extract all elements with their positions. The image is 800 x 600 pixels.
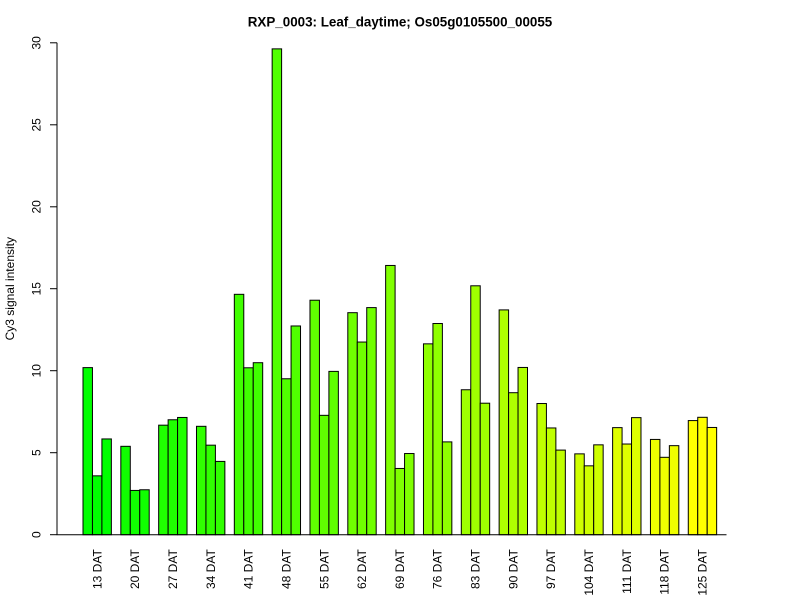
svg-text:104 DAT: 104 DAT <box>582 549 596 596</box>
svg-text:125 DAT: 125 DAT <box>696 549 710 596</box>
svg-text:97 DAT: 97 DAT <box>544 549 558 589</box>
svg-text:83 DAT: 83 DAT <box>469 549 483 589</box>
svg-text:69 DAT: 69 DAT <box>393 549 407 589</box>
svg-text:34 DAT: 34 DAT <box>204 549 218 589</box>
svg-text:27 DAT: 27 DAT <box>166 549 180 589</box>
svg-text:111 DAT: 111 DAT <box>620 549 634 594</box>
svg-text:90 DAT: 90 DAT <box>506 549 520 589</box>
svg-text:76 DAT: 76 DAT <box>431 549 445 589</box>
svg-text:55 DAT: 55 DAT <box>317 549 331 589</box>
svg-text:13 DAT: 13 DAT <box>90 549 104 589</box>
svg-text:0: 0 <box>30 531 44 538</box>
svg-text:20 DAT: 20 DAT <box>128 549 142 589</box>
svg-text:62 DAT: 62 DAT <box>355 549 369 589</box>
svg-text:RXP_0003: Leaf_daytime; Os05g0: RXP_0003: Leaf_daytime; Os05g0105500_000… <box>248 15 553 30</box>
svg-text:10: 10 <box>30 364 44 378</box>
svg-text:25: 25 <box>30 118 44 132</box>
svg-text:41 DAT: 41 DAT <box>242 549 256 589</box>
svg-text:20: 20 <box>30 200 44 214</box>
svg-text:30: 30 <box>30 36 44 50</box>
svg-text:5: 5 <box>30 449 44 456</box>
svg-text:48 DAT: 48 DAT <box>279 549 293 589</box>
svg-text:15: 15 <box>30 282 44 296</box>
svg-text:Cy3 signal intensity: Cy3 signal intensity <box>3 237 17 340</box>
svg-text:118 DAT: 118 DAT <box>658 549 672 595</box>
